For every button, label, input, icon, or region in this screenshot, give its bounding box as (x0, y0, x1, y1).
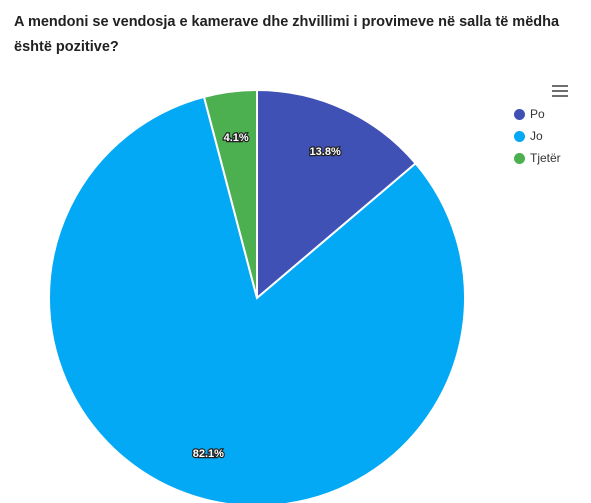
legend-label-tjeter: Tjetër (530, 151, 561, 165)
pie-slice-po[interactable] (256, 88, 417, 301)
pie-slice-tjeter[interactable] (202, 88, 258, 299)
slice-label-tjeter: 4.1% (224, 132, 249, 144)
legend-item-jo[interactable]: Jo (514, 125, 561, 147)
legend-label-jo: Jo (530, 129, 543, 143)
legend-marker-po (514, 108, 525, 120)
legend-marker-tjeter (514, 152, 525, 164)
legend-item-po[interactable]: Po (514, 103, 561, 125)
legend-label-po: Po (530, 107, 545, 121)
chart-title: A mendoni se vendosja e kamerave dhe zhv… (14, 14, 560, 55)
hamburger-menu-icon[interactable] (552, 85, 568, 97)
legend-marker-jo (514, 130, 525, 142)
legend: Po Jo Tjetër (514, 103, 561, 169)
slice-label-po: 13.8% (310, 146, 341, 158)
slice-label-jo: 82.1% (193, 448, 224, 460)
pie-slice-jo[interactable] (48, 95, 466, 503)
legend-item-tjeter[interactable]: Tjetër (514, 147, 561, 169)
